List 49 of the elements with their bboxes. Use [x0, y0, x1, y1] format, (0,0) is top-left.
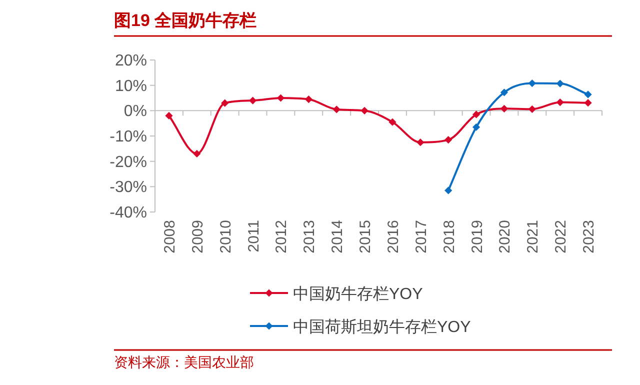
x-tick-label: 2009 — [189, 220, 206, 254]
x-tick-label: 2014 — [329, 220, 346, 254]
x-tick-label: 2021 — [524, 220, 542, 254]
point — [556, 80, 564, 88]
point — [221, 99, 229, 107]
x-tick-label: 2015 — [357, 220, 374, 254]
x-tick-label: 2019 — [468, 220, 486, 254]
x-tick-label: 2016 — [384, 220, 402, 254]
y-tick-label: -10% — [110, 128, 147, 146]
point — [444, 136, 452, 144]
x-tick-label: 2010 — [217, 220, 234, 254]
y-tick-label: -20% — [110, 154, 147, 171]
point — [444, 186, 452, 194]
point — [416, 138, 424, 146]
x-tick-label: 2011 — [245, 220, 262, 252]
x-tick-label: 2022 — [552, 220, 570, 254]
point — [500, 88, 508, 96]
point — [472, 123, 480, 131]
point — [332, 106, 340, 114]
y-tick-label: 10% — [114, 78, 147, 95]
x-tick-label: 2008 — [161, 220, 178, 254]
point — [528, 80, 536, 88]
y-tick-label: 20% — [114, 52, 147, 70]
y-tick-label: -40% — [110, 204, 147, 222]
point — [360, 106, 368, 114]
x-tick-label: 2023 — [580, 220, 598, 254]
x-tick-label: 2020 — [496, 220, 514, 254]
point — [388, 118, 396, 126]
point — [248, 96, 257, 104]
point — [556, 98, 564, 106]
x-tick-label: 2013 — [301, 220, 318, 254]
x-tick-label: 2017 — [412, 220, 430, 254]
point — [304, 95, 312, 104]
point — [528, 105, 536, 113]
x-tick-label: 2012 — [273, 220, 290, 254]
y-tick-label: 0% — [124, 103, 147, 120]
point — [165, 112, 173, 120]
point — [584, 99, 592, 107]
point — [276, 94, 285, 102]
y-tick-label: -30% — [110, 179, 147, 196]
text: 资料来源：美国农业部 — [114, 354, 254, 370]
point — [584, 90, 592, 98]
legend-label: 中国奶牛存栏YOY — [293, 285, 424, 303]
chart-title: 图19 全国奶牛存栏 — [114, 11, 257, 30]
legend-label: 中国荷斯坦奶牛存栏YOY — [293, 318, 472, 336]
point — [500, 104, 508, 112]
point — [472, 110, 480, 118]
point — [193, 150, 201, 158]
x-tick-label: 2018 — [440, 220, 458, 254]
